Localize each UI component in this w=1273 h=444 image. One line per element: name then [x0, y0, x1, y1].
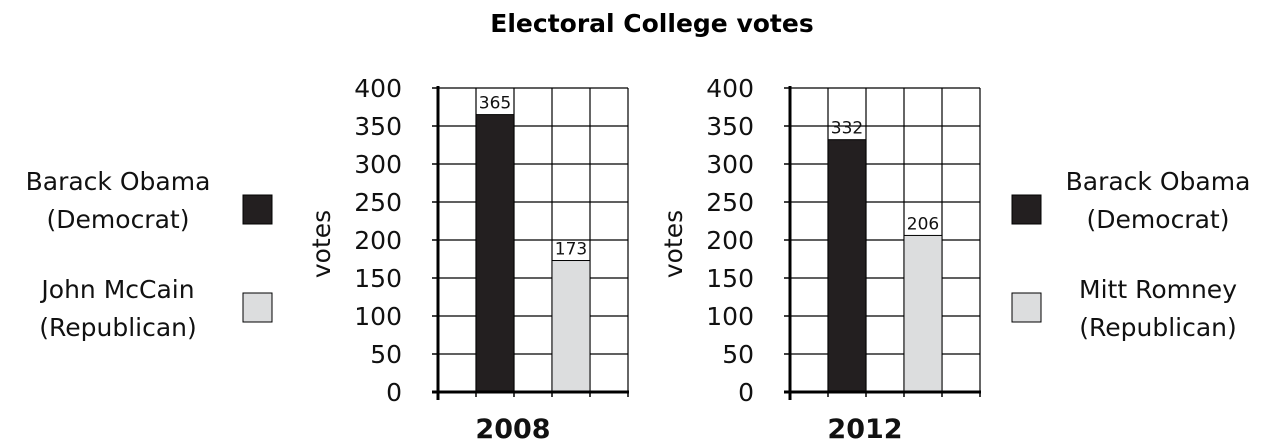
y-tick-label: 300	[354, 150, 402, 179]
data-label: 206	[907, 214, 939, 234]
y-tick-label: 50	[370, 340, 402, 369]
legend-label: Mitt Romney	[1079, 275, 1237, 304]
legend-label: Barack Obama	[1066, 167, 1251, 196]
y-axis-label: votes	[307, 210, 336, 278]
y-tick-label: 350	[354, 112, 402, 141]
y-tick-label: 100	[354, 302, 402, 331]
legend-item-democrat: Barack Obama (Democrat)	[1011, 167, 1251, 234]
x-category-label: 2012	[827, 414, 902, 444]
bar-democrat	[827, 139, 867, 393]
legend-item-republican: Mitt Romney (Republican)	[1011, 275, 1237, 342]
y-tick-label: 250	[354, 188, 402, 217]
y-tick-label: 50	[722, 340, 754, 369]
bar-democrat	[475, 114, 515, 393]
y-tick-label: 200	[354, 226, 402, 255]
bar-republican	[551, 260, 591, 393]
legend-label: (Republican)	[1079, 313, 1237, 342]
chart-2008: 365 173 0 50 100 150 200 250 300 350 400 votes 2008	[307, 74, 629, 444]
y-tick-label: 0	[738, 378, 754, 407]
legend-swatch-republican	[1011, 292, 1042, 323]
legend-2008: Barack Obama (Democrat) John McCain (Republ…	[26, 167, 273, 342]
legend-item-republican: John McCain (Republican)	[39, 275, 273, 342]
chart-title: Electoral College votes	[490, 9, 813, 38]
data-label: 332	[831, 119, 863, 139]
y-axis-label: votes	[659, 210, 688, 278]
legend-swatch-democrat	[242, 194, 273, 225]
y-tick-label: 250	[706, 188, 754, 217]
legend-2012: Barack Obama (Democrat) Mitt Romney (Republ…	[1011, 167, 1251, 342]
y-tick-label: 0	[386, 378, 402, 407]
y-tick-label: 150	[706, 264, 754, 293]
legend-label: Barack Obama	[26, 167, 211, 196]
y-tick-label: 400	[354, 74, 402, 103]
legend-label: (Democrat)	[47, 205, 190, 234]
legend-item-democrat: Barack Obama (Democrat)	[26, 167, 273, 234]
legend-swatch-republican	[242, 292, 273, 323]
data-label: 173	[555, 240, 587, 260]
data-label: 365	[479, 94, 511, 114]
y-tick-label: 350	[706, 112, 754, 141]
x-category-label: 2008	[475, 414, 550, 444]
y-tick-label: 100	[706, 302, 754, 331]
y-tick-label: 400	[706, 74, 754, 103]
legend-label: (Democrat)	[1087, 205, 1230, 234]
y-tick-label: 150	[354, 264, 402, 293]
legend-swatch-democrat	[1011, 194, 1042, 225]
bar-republican	[903, 234, 943, 393]
legend-label: John McCain	[39, 275, 194, 304]
y-tick-label: 300	[706, 150, 754, 179]
y-tick-label: 200	[706, 226, 754, 255]
chart-2012: 332 206 0 50 100 150 200 250 300 350 400 votes 2012	[659, 74, 981, 444]
legend-label: (Republican)	[39, 313, 197, 342]
